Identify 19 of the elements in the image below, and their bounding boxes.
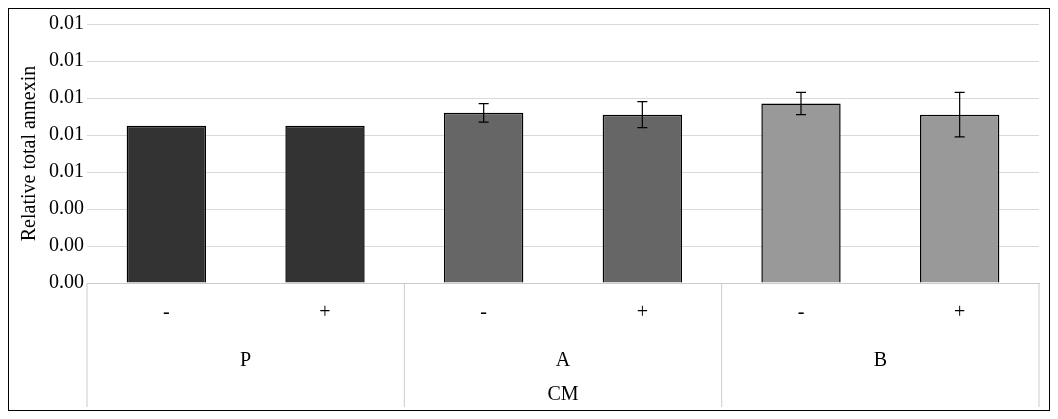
- y-tick-label: 0.01: [49, 85, 84, 108]
- y-tick-label: 0.01: [49, 122, 84, 145]
- text: P: [240, 348, 252, 371]
- y-tick-label: 0.00: [49, 196, 84, 219]
- y-tick-label: 0.00: [49, 270, 84, 293]
- x-tick-label: -: [163, 300, 170, 323]
- text: B: [873, 348, 888, 371]
- text: A: [555, 348, 571, 371]
- y-tick-label: 0.01: [49, 159, 84, 182]
- y-tick-label: 0.01: [49, 11, 84, 34]
- y-axis-title: Relative total annexin: [17, 65, 40, 242]
- x-tick-label: +: [319, 300, 331, 323]
- x-tick-label: +: [636, 300, 648, 323]
- x-axis-title: CM: [547, 382, 579, 405]
- x-tick-label: +: [954, 300, 966, 323]
- x-tick-label: -: [797, 300, 805, 323]
- y-tick-label: 0.01: [49, 48, 84, 71]
- x-tick-label: -: [480, 300, 487, 323]
- y-tick-label: 0.00: [49, 233, 84, 256]
